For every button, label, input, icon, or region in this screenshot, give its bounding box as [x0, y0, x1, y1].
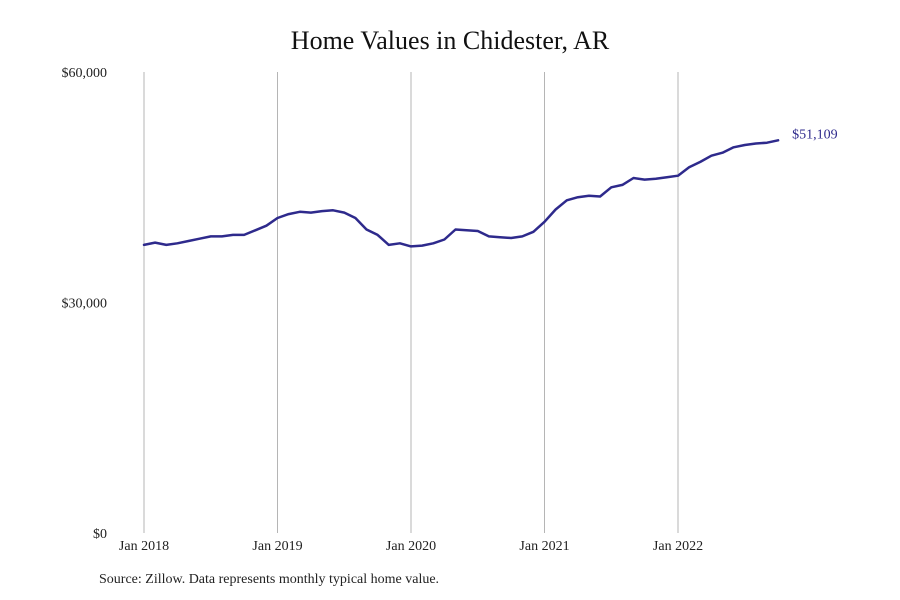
- x-axis-ticks: Jan 2018 Jan 2019 Jan 2020 Jan 2021 Jan 2022: [119, 539, 703, 554]
- x-tick-label: Jan 2020: [386, 539, 436, 554]
- gridlines: [143, 72, 679, 533]
- y-tick-label: $60,000: [62, 66, 108, 81]
- source-note: Source: Zillow. Data represents monthly …: [99, 572, 440, 587]
- x-tick-label: Jan 2018: [119, 539, 169, 554]
- y-axis-ticks: $0 $30,000 $60,000: [62, 66, 108, 542]
- x-tick-label: Jan 2022: [653, 539, 703, 554]
- end-value-label: $51,109: [792, 127, 838, 142]
- x-tick-label: Jan 2019: [252, 539, 302, 554]
- x-tick-label: Jan 2021: [519, 539, 569, 554]
- chart-title: Home Values in Chidester, AR: [290, 26, 610, 55]
- y-tick-label: $0: [93, 527, 107, 542]
- series-line-home-value: [142, 139, 780, 248]
- y-tick-label: $30,000: [62, 297, 108, 312]
